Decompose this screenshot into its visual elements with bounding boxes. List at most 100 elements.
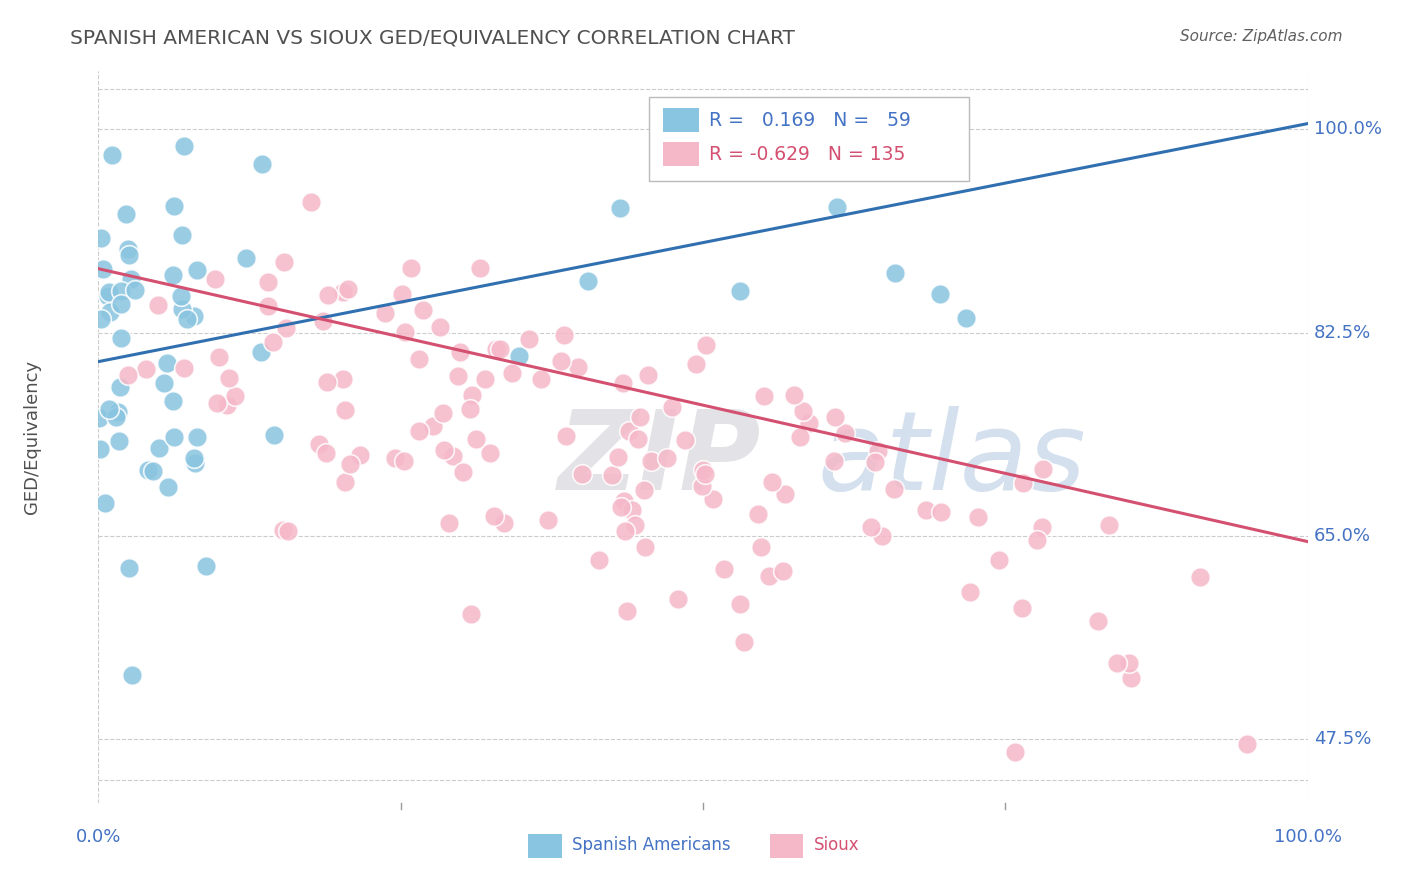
- Point: [110, 296, 132, 310]
- Point: [728, 597, 751, 611]
- Point: [640, 454, 662, 468]
- Point: [186, 262, 208, 277]
- Point: [929, 286, 952, 301]
- Point: [156, 480, 179, 494]
- Point: [394, 326, 416, 340]
- Point: [176, 311, 198, 326]
- Point: [447, 369, 470, 384]
- Point: [312, 314, 335, 328]
- Point: [451, 465, 474, 479]
- Point: [437, 516, 460, 531]
- Point: [332, 372, 354, 386]
- Text: R =   0.169   N =   59: R = 0.169 N = 59: [709, 111, 911, 130]
- Point: [824, 409, 846, 424]
- FancyBboxPatch shape: [664, 143, 699, 167]
- Point: [117, 242, 139, 256]
- Point: [661, 400, 683, 414]
- Point: [441, 449, 464, 463]
- Point: [1118, 656, 1140, 670]
- Point: [186, 430, 208, 444]
- Point: [194, 558, 217, 573]
- Point: [915, 502, 938, 516]
- Point: [89, 442, 111, 457]
- Point: [1011, 601, 1033, 615]
- Point: [673, 433, 696, 447]
- Point: [555, 429, 578, 443]
- Point: [1098, 517, 1121, 532]
- Point: [273, 255, 295, 269]
- Point: [482, 508, 505, 523]
- Text: Sioux: Sioux: [814, 836, 860, 855]
- Point: [98, 402, 121, 417]
- Point: [492, 516, 515, 530]
- Point: [183, 309, 205, 323]
- FancyBboxPatch shape: [527, 834, 561, 858]
- Point: [685, 357, 707, 371]
- Point: [553, 328, 575, 343]
- Point: [163, 199, 186, 213]
- Point: [384, 450, 406, 465]
- Point: [274, 320, 297, 334]
- Point: [121, 667, 143, 681]
- Point: [339, 457, 361, 471]
- Point: [315, 446, 337, 460]
- Point: [761, 475, 783, 489]
- Point: [432, 406, 454, 420]
- Point: [517, 332, 540, 346]
- Point: [883, 266, 905, 280]
- Point: [616, 603, 638, 617]
- FancyBboxPatch shape: [664, 108, 699, 132]
- Point: [607, 450, 630, 464]
- Point: [628, 410, 651, 425]
- Point: [1087, 615, 1109, 629]
- Point: [316, 288, 339, 302]
- Point: [752, 390, 775, 404]
- Point: [215, 398, 238, 412]
- Point: [90, 231, 112, 245]
- Point: [859, 519, 882, 533]
- Point: [162, 268, 184, 283]
- Point: [118, 248, 141, 262]
- Point: [94, 495, 117, 509]
- Point: [114, 206, 136, 220]
- Point: [634, 540, 657, 554]
- Point: [332, 285, 354, 300]
- Point: [408, 425, 430, 439]
- Point: [333, 402, 356, 417]
- Point: [271, 523, 294, 537]
- Point: [170, 288, 193, 302]
- Point: [235, 251, 257, 265]
- Point: [1031, 520, 1053, 534]
- Point: [571, 467, 593, 482]
- Point: [695, 337, 717, 351]
- Point: [104, 409, 127, 424]
- Point: [173, 361, 195, 376]
- Point: [110, 284, 132, 298]
- Point: [449, 345, 471, 359]
- Point: [702, 491, 724, 506]
- Point: [172, 301, 194, 316]
- Point: [955, 311, 977, 326]
- Point: [479, 446, 502, 460]
- Point: [692, 463, 714, 477]
- Point: [277, 524, 299, 538]
- Point: [865, 455, 887, 469]
- Point: [422, 418, 444, 433]
- Point: [929, 505, 952, 519]
- Point: [713, 562, 735, 576]
- Point: [775, 487, 797, 501]
- Point: [474, 372, 496, 386]
- FancyBboxPatch shape: [648, 97, 969, 181]
- Point: [783, 388, 806, 402]
- Point: [792, 403, 814, 417]
- Point: [118, 560, 141, 574]
- Point: [657, 450, 679, 465]
- Point: [609, 201, 631, 215]
- Point: [627, 432, 650, 446]
- Point: [870, 529, 893, 543]
- Point: [883, 482, 905, 496]
- Point: [612, 376, 634, 390]
- Point: [610, 500, 633, 514]
- Text: atlas: atlas: [818, 406, 1087, 513]
- Point: [988, 553, 1011, 567]
